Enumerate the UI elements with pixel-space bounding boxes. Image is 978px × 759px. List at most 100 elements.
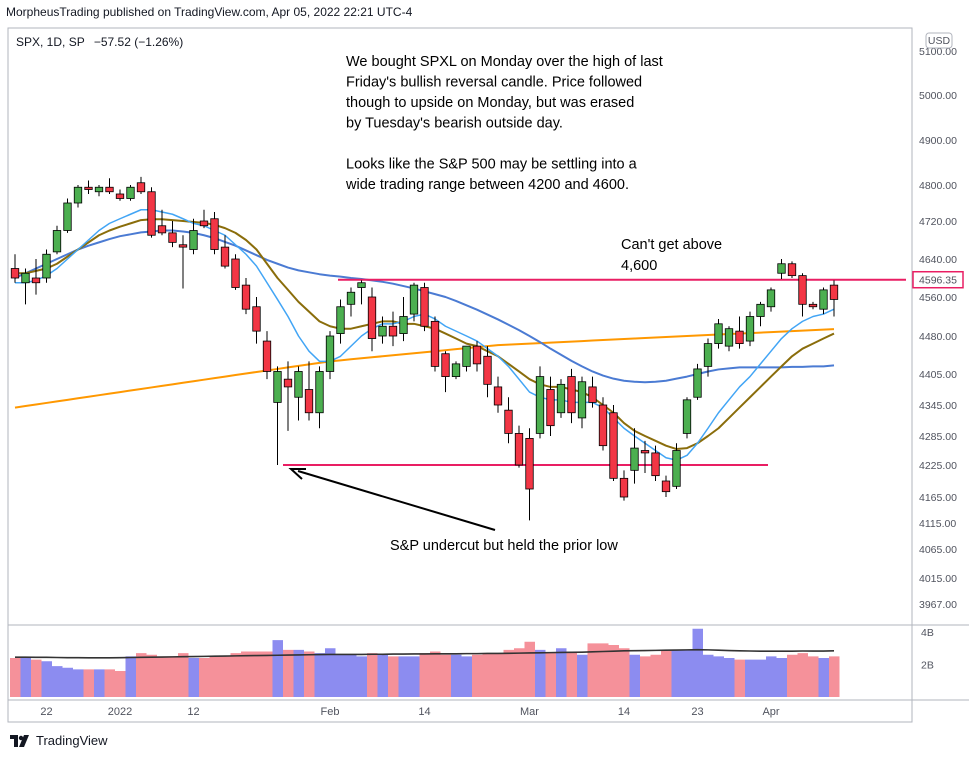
candle-body (756, 303, 765, 317)
candle-down (199, 209, 209, 229)
volume-bar (671, 649, 682, 697)
candle-up (682, 397, 692, 439)
candle-body (94, 186, 104, 193)
volume-bar (776, 658, 787, 697)
candle-up (336, 299, 345, 344)
volume-bar (157, 656, 168, 697)
volume-bar (461, 656, 472, 697)
candle-body (777, 263, 786, 274)
candle-up (357, 280, 366, 305)
date-tick-label: 12 (187, 706, 199, 718)
candle-body (367, 296, 377, 339)
volume-bar (146, 654, 157, 697)
volume-bar (766, 656, 777, 697)
candle-down (168, 221, 177, 248)
candle-body (619, 477, 629, 498)
price-tick-label: 3967.00 (919, 599, 957, 611)
date-tick-label: 22 (40, 706, 52, 718)
candle-body (504, 409, 513, 434)
candle-body (199, 220, 209, 227)
price-tick-label: 4480.00 (919, 331, 957, 343)
volume-average-line (15, 648, 835, 659)
candle-body (735, 330, 744, 345)
currency-label: USD (928, 35, 951, 47)
candle-down (220, 235, 230, 269)
symbol-label: SPX, 1D, SP (16, 35, 85, 49)
volume-bar (430, 651, 441, 697)
candle-body (451, 363, 461, 377)
volume-bar (167, 656, 178, 697)
volume-bar (692, 628, 703, 697)
volume-bar (199, 658, 210, 697)
candle-body (42, 253, 51, 279)
candle-body (294, 371, 303, 398)
candle-body (441, 353, 450, 377)
volume-bar (682, 649, 693, 697)
candle-body (63, 202, 72, 231)
volume-bar (62, 667, 73, 697)
candle-body (525, 438, 534, 490)
volume-axis-label: 4B (921, 627, 934, 639)
candle-body (630, 447, 639, 471)
volume-bar (566, 651, 577, 697)
candle-up (577, 376, 587, 429)
candle-body (136, 182, 146, 193)
candle-up (819, 287, 828, 315)
volume-bar (409, 656, 420, 697)
note-line: wide trading range between 4200 and 4600… (345, 177, 629, 193)
price-tick-label: 5100.00 (919, 46, 957, 58)
volume-bar (577, 654, 588, 697)
candle-body (672, 450, 681, 487)
date-tick-label: 2022 (108, 706, 132, 718)
price-tick-label: 4405.00 (919, 369, 957, 381)
candle-down (493, 376, 503, 413)
volume-bar (388, 656, 399, 697)
volume-bar (556, 648, 567, 697)
candle-body (693, 368, 702, 398)
volume-bar (734, 659, 745, 697)
date-tick-label: 14 (418, 706, 430, 718)
candle-body (462, 345, 471, 367)
candle-body (682, 399, 692, 434)
volume-bar (640, 656, 651, 697)
candle-body (252, 306, 261, 332)
candle-body (703, 343, 713, 367)
candle-up (126, 185, 135, 201)
candle-body (766, 289, 776, 308)
price-tick-label: 4225.00 (919, 460, 957, 472)
price-tick-label: 4560.00 (919, 292, 957, 304)
candle-down (472, 341, 482, 372)
volume-bar (514, 648, 525, 697)
volume-bar (472, 654, 483, 697)
volume-bar (587, 643, 598, 697)
currency-badge[interactable] (925, 32, 953, 49)
candle-down (115, 189, 125, 201)
candle-down (661, 475, 671, 497)
candle-body (31, 277, 41, 284)
candle-up (756, 301, 765, 327)
candle-body (325, 335, 335, 372)
candle-down (430, 316, 440, 372)
date-axis: 22 2022 12 Feb 14 Mar 14 23 Apr (40, 706, 780, 718)
price-tick-label: 4165.00 (919, 492, 957, 504)
volume-bar (41, 661, 52, 697)
candle-up (189, 218, 198, 255)
candle-down (829, 280, 839, 317)
candle-body (588, 386, 597, 403)
support-arrow (288, 468, 496, 531)
volume-bar (703, 654, 714, 697)
tradingview-logo[interactable]: TradingView (10, 733, 108, 748)
candle-body (315, 371, 324, 414)
candle-body (157, 225, 167, 234)
candle-body (105, 186, 114, 193)
candle-body (73, 186, 83, 204)
candle-down (598, 397, 608, 451)
volume-bar (356, 656, 367, 697)
candle-down (262, 331, 272, 380)
candle-body (724, 328, 734, 347)
note-line: Looks like the S&P 500 may be settling i… (346, 157, 638, 173)
candle-body (283, 378, 293, 388)
price-tick-label: 4345.00 (919, 400, 957, 412)
candle-body (220, 246, 230, 267)
